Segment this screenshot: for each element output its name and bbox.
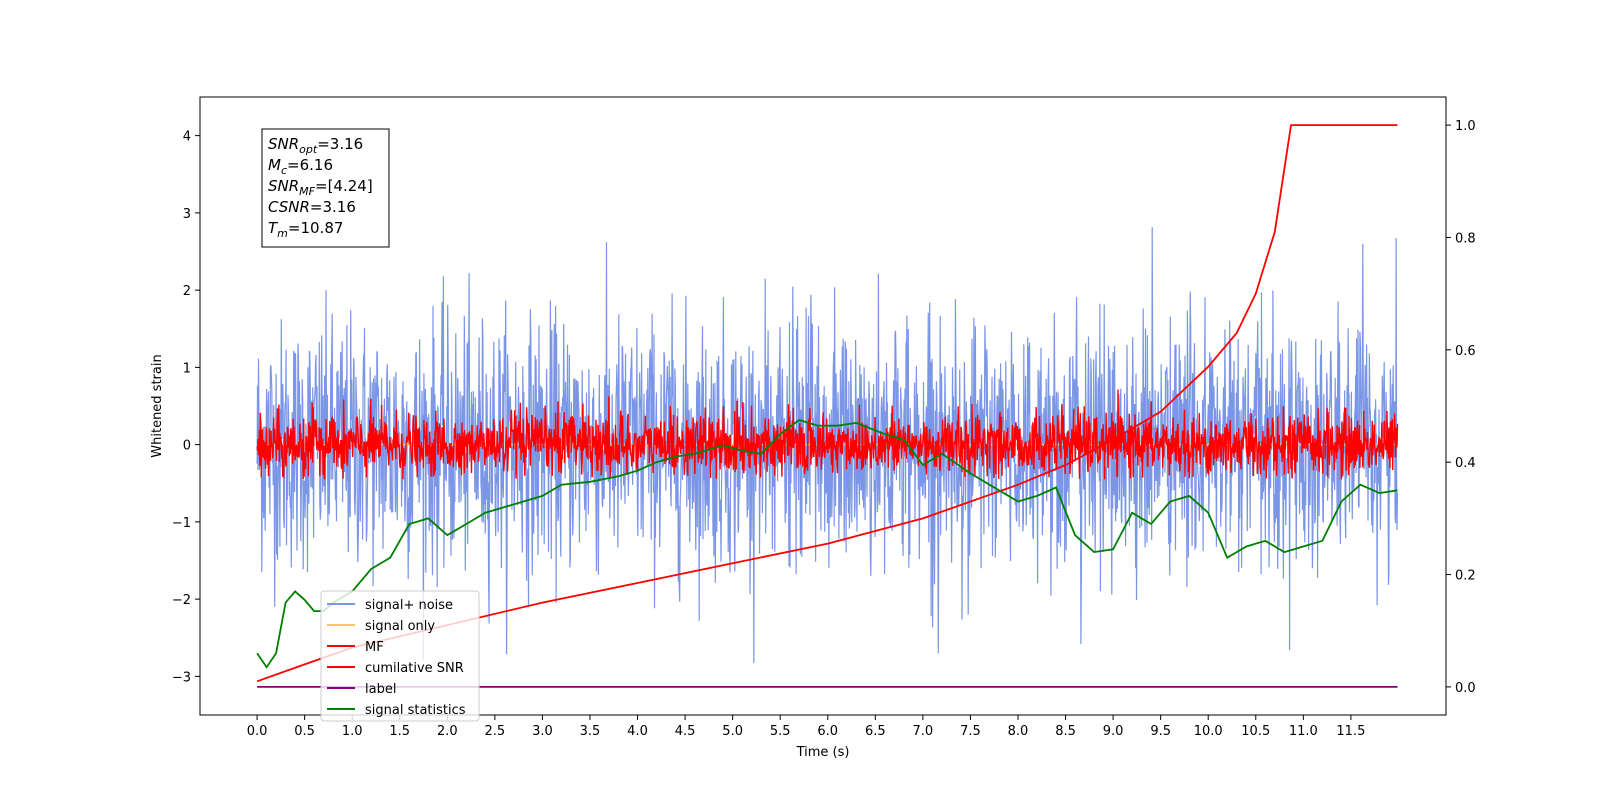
x-tick-label: 11.0 [1289,724,1318,739]
y-tick-label-left: −2 [172,593,191,608]
y-tick-label-right: 0.0 [1455,681,1476,696]
y-axis-right: 0.0 0.2 0.4 0.6 0.8 1.0 [1446,119,1476,696]
x-tick-label: 1.0 [342,724,363,739]
x-tick-label: 8.0 [1008,724,1029,739]
x-tick-label: 6.5 [865,724,886,739]
legend-label: signal only [365,619,435,634]
x-tick-label: 0.5 [294,724,315,739]
plot-frame [199,96,1447,716]
y-tick-label-right: 0.8 [1455,231,1476,246]
y-tick-label-left: −3 [172,670,191,685]
legend-label: MF [365,640,384,655]
x-tick-label: 4.0 [627,724,648,739]
y-tick-label-right: 0.4 [1455,456,1476,471]
x-tick-label: 10.0 [1194,724,1223,739]
x-tick-label: 1.5 [389,724,410,739]
x-tick-label: 3.5 [580,724,601,739]
x-tick-label: 7.5 [960,724,981,739]
y-tick-label-left: 1 [183,361,191,376]
y-tick-label-left: 3 [183,207,191,222]
series-line-5 [256,419,1398,669]
annotation-line: Tm=10.87 [268,219,343,240]
x-tick-label: 11.5 [1336,724,1365,739]
x-tick-label: 3.0 [532,724,553,739]
x-tick-label: 4.5 [675,724,696,739]
x-axis: 0.0 0.5 1.0 1.5 2.0 2.5 3.0 3.5 4.0 4.5 5.0 5.5 6.0 6… [247,715,1365,739]
annotation-line: CSNR=3.16 [268,198,356,216]
x-axis-label: Time (s) [796,745,850,760]
x-tick-label: 0.0 [247,724,268,739]
x-tick-label: 2.0 [437,724,458,739]
x-tick-label: 7.0 [913,724,934,739]
series-line-2 [256,389,1399,480]
y-tick-label-left: −1 [172,516,191,531]
legend-label: label [365,682,396,697]
y-tick-label-left: 4 [183,130,191,145]
y-tick-label-left: 0 [183,439,191,454]
legend-label: cumilative SNR [365,661,464,676]
y-tick-label-right: 0.6 [1455,344,1476,359]
x-tick-label: 9.5 [1150,724,1171,739]
legend-frame [320,590,480,722]
annotation-frame [261,128,390,248]
x-tick-label: 8.5 [1055,724,1076,739]
x-tick-label: 9.0 [1103,724,1124,739]
x-tick-label: 5.5 [770,724,791,739]
y-tick-label-right: 0.2 [1455,569,1476,584]
x-tick-label: 5.0 [722,724,743,739]
legend-label: signal+ noise [365,598,453,613]
y-axis-left: −3 −2 −1 0 1 2 3 4 [172,130,200,685]
x-tick-label: 6.0 [817,724,838,739]
annotation-line: SNRMF=[4.24] [268,177,373,198]
x-tick-label: 10.5 [1241,724,1270,739]
y-axis-label: Whitened strain [150,354,165,457]
annotation-line: Mc=6.16 [268,156,333,177]
y-tick-label-right: 1.0 [1455,119,1476,134]
x-tick-label: 2.5 [485,724,506,739]
y-tick-label-left: 2 [183,284,191,299]
legend-label: signal statistics [365,703,466,718]
legend: signal+ noise signal only MF cumilative SNR… [320,590,480,722]
annotation-line: SNRopt=3.16 [268,135,363,156]
